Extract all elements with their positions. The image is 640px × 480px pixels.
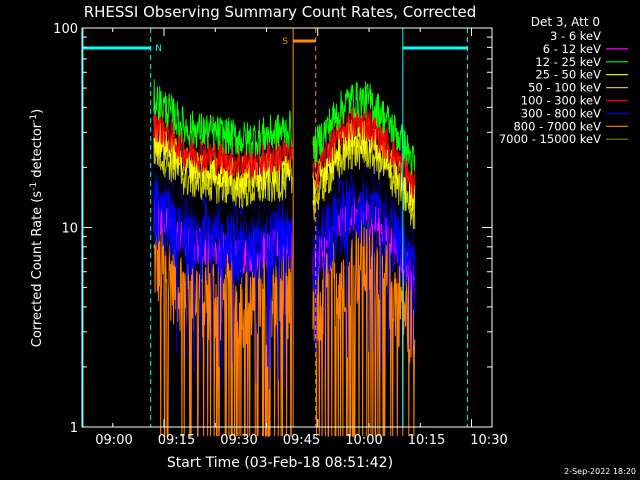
- y-axis-label-end: ): [30, 109, 45, 114]
- legend-entry: 6 - 12 keV: [543, 42, 601, 56]
- series-line: [312, 106, 416, 200]
- x-tick-label: 09:45: [283, 433, 320, 448]
- saa-label: S: [282, 37, 288, 47]
- series-line: [153, 155, 293, 233]
- legend-entry: 3 - 6 keV: [550, 29, 601, 43]
- series-line: [312, 117, 416, 212]
- night-label: N: [155, 44, 162, 54]
- x-axis-ticks: 09:00 09:15 09:30 09:45 10:00 10:15 10:30: [95, 28, 508, 448]
- y-axis-label-sup1: -1: [29, 182, 39, 191]
- legend-entry: 12 - 25 keV: [535, 55, 601, 69]
- legend-entry: 25 - 50 keV: [535, 68, 601, 82]
- y-tick-label: 100: [53, 22, 78, 37]
- y-axis-label: Corrected Count Rate (s-1 detector-1): [29, 109, 45, 347]
- x-tick-label: 09:30: [220, 433, 257, 448]
- y-tick-label: 10: [61, 222, 78, 237]
- legend-entry: 100 - 300 keV: [521, 94, 601, 108]
- x-tick-label: 10:30: [470, 433, 507, 448]
- footer-date: 2-Sep-2022 18:20: [564, 467, 636, 476]
- x-tick-label: 09:15: [158, 433, 195, 448]
- series-line: [153, 106, 293, 180]
- legend-entry: 50 - 100 keV: [528, 81, 601, 95]
- series-line: [153, 157, 293, 391]
- y-axis-label-main: Corrected Count Rate (s: [30, 191, 45, 348]
- x-axis-label: Start Time (03-Feb-18 08:51:42): [167, 455, 393, 471]
- y-axis-ticks: 1 10 100: [53, 22, 492, 436]
- legend-entry: 300 - 800 keV: [521, 106, 601, 120]
- y-axis-label-mid: detector: [30, 122, 45, 182]
- chart-title: RHESSI Observing Summary Count Rates, Co…: [84, 3, 477, 21]
- x-tick-label: 10:15: [408, 433, 445, 448]
- series-line: [153, 79, 293, 157]
- x-tick-label: 10:00: [345, 433, 382, 448]
- series-line: [312, 81, 416, 176]
- x-tick-label: 09:00: [95, 433, 132, 448]
- plot-frame: [81, 27, 493, 428]
- y-axis-label-sup2: -1: [29, 114, 39, 123]
- plot-area: NS: [82, 28, 468, 437]
- legend-entry: 800 - 7000 keV: [513, 119, 601, 133]
- y-tick-label: 1: [70, 421, 78, 436]
- legend-title: Det 3, Att 0: [531, 15, 600, 29]
- legend-entry: 7000 - 15000 keV: [499, 132, 601, 146]
